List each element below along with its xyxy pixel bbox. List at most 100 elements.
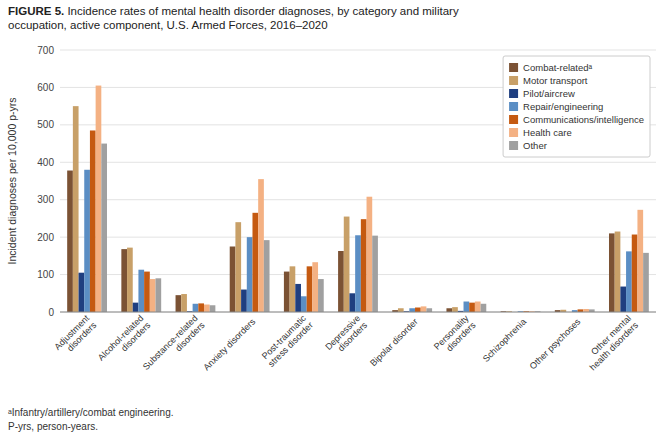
bar [643,253,649,312]
legend-label: Health care [523,127,572,138]
bar [632,235,638,312]
x-tick-label-line: stress disorder [266,320,315,369]
legend-swatch [509,89,518,98]
x-tick-label: Post-traumaticstress disorder [259,313,315,369]
x-tick-label-line: Anxiety disorders [201,316,257,372]
y-tick-label: 500 [37,119,54,130]
x-tick-label-line: Schizophrenia [481,317,528,364]
bar [307,266,313,312]
bar [176,295,182,312]
legend-label: Pilot/aircrew [523,88,575,99]
bar [615,232,621,312]
legend-swatch [509,128,518,137]
y-tick-label: 300 [37,194,54,205]
legend-swatch [509,115,518,124]
x-tick-label-line: disorders [65,320,99,354]
bar [301,296,307,312]
bar [349,293,355,312]
bar [144,272,150,312]
bar [193,304,199,312]
bar [426,308,432,312]
title: FIGURE 5. Incidence rates of mental heal… [8,5,459,17]
bar [446,308,452,312]
bar [127,248,133,312]
bar [133,303,139,312]
bar [421,306,427,312]
subtitle-line: occupation, active component, U.S. Armed… [8,19,328,31]
bar [121,249,127,312]
grid-line [60,312,656,313]
grid [60,50,656,312]
bar [372,236,378,312]
x-tick-label: Other psychoses [528,316,583,371]
bars [67,86,649,312]
bar [138,270,144,312]
bar [284,272,290,312]
bar [637,210,643,312]
x-tick-label-line: Bipolar disorder [368,317,420,369]
x-tick-label-line: Other psychoses [528,316,583,371]
legend-swatch [509,141,518,150]
y-axis: 0100200300400500600700 [37,45,54,318]
bar [198,303,204,312]
bar [295,284,301,312]
x-tick-label: Anxiety disorders [201,316,257,372]
legend-swatch [509,102,518,111]
bar [210,305,216,312]
bar [620,287,626,312]
bar [101,144,107,312]
x-axis: AdjustmentdisordersAlcohol-relateddisord… [52,313,640,379]
x-tick-label-line: disorders [336,320,370,354]
bar [626,251,632,312]
grid-line [60,162,656,163]
y-tick-label: 700 [37,45,54,56]
footnote: P-yrs, person-years. [8,421,98,432]
bar [67,171,73,312]
bar [415,308,421,312]
bar [235,222,241,312]
y-tick-label: 100 [37,269,54,280]
x-tick-label: Schizophrenia [481,317,528,364]
bar [609,233,615,312]
bar [475,302,481,312]
x-tick-label: Personalitydisorders [432,313,478,359]
series [90,130,638,312]
bar [241,290,247,312]
x-tick-label-line: disorders [119,320,153,354]
y-tick-label: 0 [48,307,54,318]
legend-label: Motor transport [523,75,588,86]
bar [355,235,361,312]
y-tick-label: 400 [37,157,54,168]
series [67,171,615,312]
x-axis-line [60,312,656,313]
legend-label: Combat-relatedᵃ [523,62,592,73]
bar [79,273,85,312]
series [73,106,621,312]
bar [338,251,344,312]
title-bold: FIGURE 5. [8,5,64,17]
bar [344,217,350,312]
legend: Combat-relatedᵃ Motor transport Pilot/airc… [503,56,650,157]
bar [481,304,487,312]
legend-label: Other [523,140,547,151]
bar [409,308,415,312]
grid-line [60,50,656,51]
x-tick-label: Other mentalhealth disorders [581,313,641,373]
x-tick-label-line: health disorders [588,320,641,373]
footnote: ᵃInfantry/artillery/combat engineering. [8,407,173,418]
y-axis-label: Incident diagnoses per 10,000 p-yrs [6,98,18,265]
page: {"chart_data": { "type": "bar", "title":… [0,0,666,438]
bar [258,179,264,312]
bar [264,240,270,312]
legend-swatch [509,76,518,85]
y-tick-label: 600 [37,82,54,93]
grid-line [60,199,656,200]
bar [290,266,296,312]
series [84,170,632,312]
x-tick-label-line: disorders [173,320,207,354]
x-tick-label: Depressivedisorders [323,313,369,359]
series [79,273,627,312]
bar [150,279,156,312]
bar [469,303,475,312]
bar [452,307,458,312]
